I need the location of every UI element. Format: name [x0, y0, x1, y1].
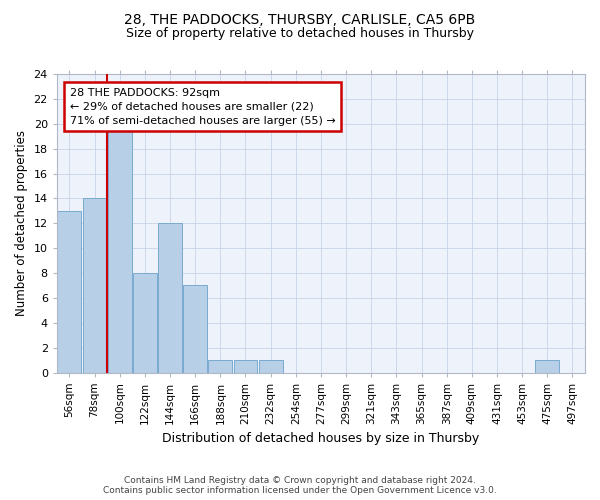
Text: 28, THE PADDOCKS, THURSBY, CARLISLE, CA5 6PB: 28, THE PADDOCKS, THURSBY, CARLISLE, CA5…: [124, 12, 476, 26]
Y-axis label: Number of detached properties: Number of detached properties: [15, 130, 28, 316]
Text: Contains HM Land Registry data © Crown copyright and database right 2024.
Contai: Contains HM Land Registry data © Crown c…: [103, 476, 497, 495]
X-axis label: Distribution of detached houses by size in Thursby: Distribution of detached houses by size …: [162, 432, 479, 445]
Bar: [208, 360, 232, 372]
Bar: [158, 224, 182, 372]
Bar: [133, 273, 157, 372]
Bar: [259, 360, 283, 372]
Bar: [58, 211, 82, 372]
Text: Size of property relative to detached houses in Thursby: Size of property relative to detached ho…: [126, 28, 474, 40]
Bar: [108, 124, 131, 372]
Text: 28 THE PADDOCKS: 92sqm
← 29% of detached houses are smaller (22)
71% of semi-det: 28 THE PADDOCKS: 92sqm ← 29% of detached…: [70, 88, 336, 126]
Bar: [183, 286, 207, 372]
Bar: [535, 360, 559, 372]
Bar: [233, 360, 257, 372]
Bar: [83, 198, 107, 372]
